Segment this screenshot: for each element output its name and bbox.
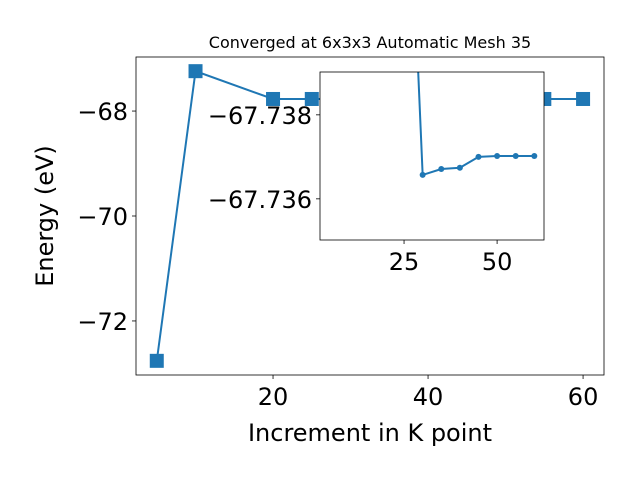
x-tick-label: 50 — [482, 248, 513, 276]
x-tick-label: 20 — [258, 383, 289, 411]
x-tick-label: 25 — [389, 248, 420, 276]
marker — [188, 64, 203, 79]
x-tick-label: 40 — [413, 383, 444, 411]
data-line — [417, 72, 535, 177]
axes-frame — [319, 71, 545, 241]
marker — [531, 153, 538, 159]
y-tick-label: −67.736 — [208, 186, 312, 214]
y-tick-label: −72 — [77, 308, 128, 336]
marker — [512, 153, 519, 159]
marker — [456, 164, 463, 171]
marker — [266, 91, 281, 106]
marker — [419, 171, 426, 178]
marker — [475, 153, 482, 160]
chart-title: Converged at 6x3x3 Automatic Mesh 35 — [209, 33, 531, 52]
x-tick-label: 60 — [568, 383, 599, 411]
marker — [438, 166, 445, 173]
y-tick-label: −68 — [77, 98, 128, 126]
marker — [576, 91, 591, 106]
y-tick-label: −70 — [77, 203, 128, 231]
marker — [494, 153, 501, 159]
y-tick-label: −67.738 — [208, 102, 312, 130]
plot-content — [417, 72, 538, 178]
axes-frame — [135, 56, 605, 376]
x-axis-label: Increment in K point — [248, 419, 492, 447]
marker — [149, 353, 164, 368]
marker — [304, 91, 319, 106]
y-axis-label: Energy (eV) — [31, 145, 59, 287]
